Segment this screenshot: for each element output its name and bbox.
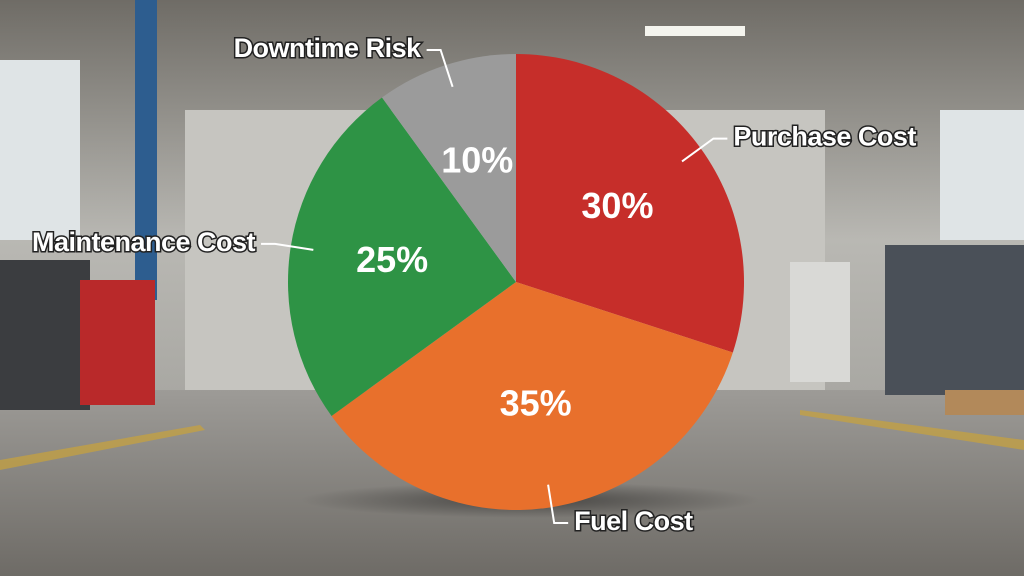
category-label: Maintenance Cost: [32, 227, 256, 257]
leader-line: [261, 242, 314, 251]
value-label: 35%: [500, 382, 572, 423]
value-label: 30%: [581, 185, 653, 226]
pie-slice: [381, 54, 516, 282]
value-label: 10%: [441, 139, 513, 180]
leader-line: [547, 484, 569, 524]
pie-slice: [288, 97, 516, 417]
pie-slice: [331, 282, 733, 510]
leader-line: [426, 48, 454, 88]
value-label: 25%: [356, 239, 428, 280]
category-label: Downtime Risk: [234, 33, 423, 63]
leader-line: [681, 137, 728, 163]
pie: 30% Purchase Cost 35% Fuel Cost 25% Maintenan…: [30, 32, 918, 538]
category-label: Fuel Cost: [574, 506, 693, 536]
pie-slice: [516, 54, 744, 353]
category-label: Purchase Cost: [733, 122, 916, 152]
